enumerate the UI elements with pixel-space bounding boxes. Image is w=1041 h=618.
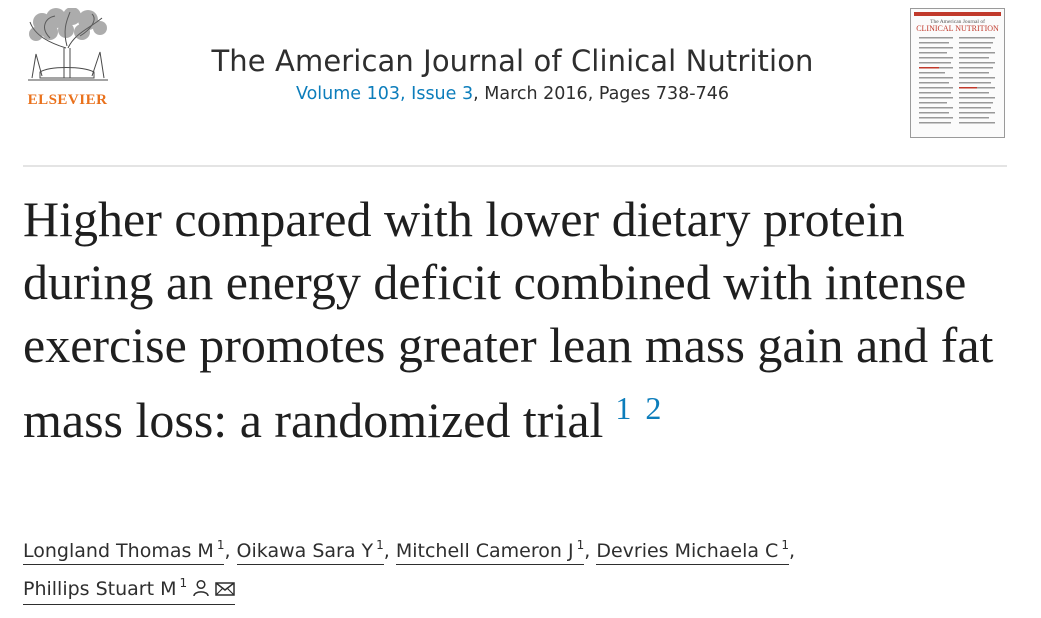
author-separator: , (383, 540, 396, 562)
author-name: Phillips Stuart M (23, 578, 177, 600)
author-separator: , (584, 540, 597, 562)
journal-info: The American Journal of Clinical Nutriti… (180, 44, 845, 104)
author-name: Devries Michaela C (596, 540, 779, 562)
author-affiliation: 1 (781, 538, 789, 552)
publisher-logo-link[interactable]: ELSEVIER (20, 8, 115, 110)
cover-thumbnail-image: The American Journal of CLINICAL NUTRITI… (914, 12, 1001, 124)
footnote-link-1[interactable]: 1 (615, 390, 632, 426)
envelope-icon (215, 579, 235, 603)
author-name: Mitchell Cameron J (395, 540, 574, 562)
author-separator: , (788, 540, 796, 562)
publisher-name: ELSEVIER (27, 92, 108, 108)
journal-cover-thumbnail[interactable]: The American Journal of CLINICAL NUTRITI… (910, 8, 1005, 138)
author-affiliation: 1 (179, 576, 188, 590)
footnote-link-2[interactable]: 2 (645, 390, 662, 426)
journal-title-link[interactable]: The American Journal of Clinical Nutriti… (211, 44, 814, 78)
author-name: Longland Thomas M (23, 540, 214, 562)
cover-big-title: CLINICAL NUTRITION (916, 24, 999, 33)
author-separator: , (224, 540, 237, 562)
author-affiliation: 1 (376, 538, 384, 552)
person-icon (192, 579, 210, 603)
article-title: Higher compared with lower dietary prote… (23, 188, 1023, 452)
issue-link[interactable]: Volume 103, Issue 3 (295, 84, 474, 104)
author-line-1: Longland Thomas M 1, Oikawa Sara Y 1, Mitc… (23, 533, 1023, 571)
author-list: Longland Thomas M 1, Oikawa Sara Y 1, Mitc… (23, 533, 1023, 609)
issue-date-pages: , March 2016, Pages 738-746 (473, 84, 729, 104)
header-divider (23, 165, 1007, 167)
author-affiliation: 1 (576, 538, 585, 552)
author-affiliation: 1 (216, 538, 225, 552)
author-name: Oikawa Sara Y (236, 540, 374, 562)
elsevier-tree-logo-icon (28, 8, 108, 81)
article-header: ELSEVIER The American Journal of Clinica… (0, 0, 1041, 165)
article-title-text: Higher compared with lower dietary prote… (23, 191, 994, 448)
journal-issue-info: Volume 103, Issue 3, March 2016, Pages 7… (180, 84, 845, 104)
cover-small-title: The American Journal of (930, 18, 985, 25)
